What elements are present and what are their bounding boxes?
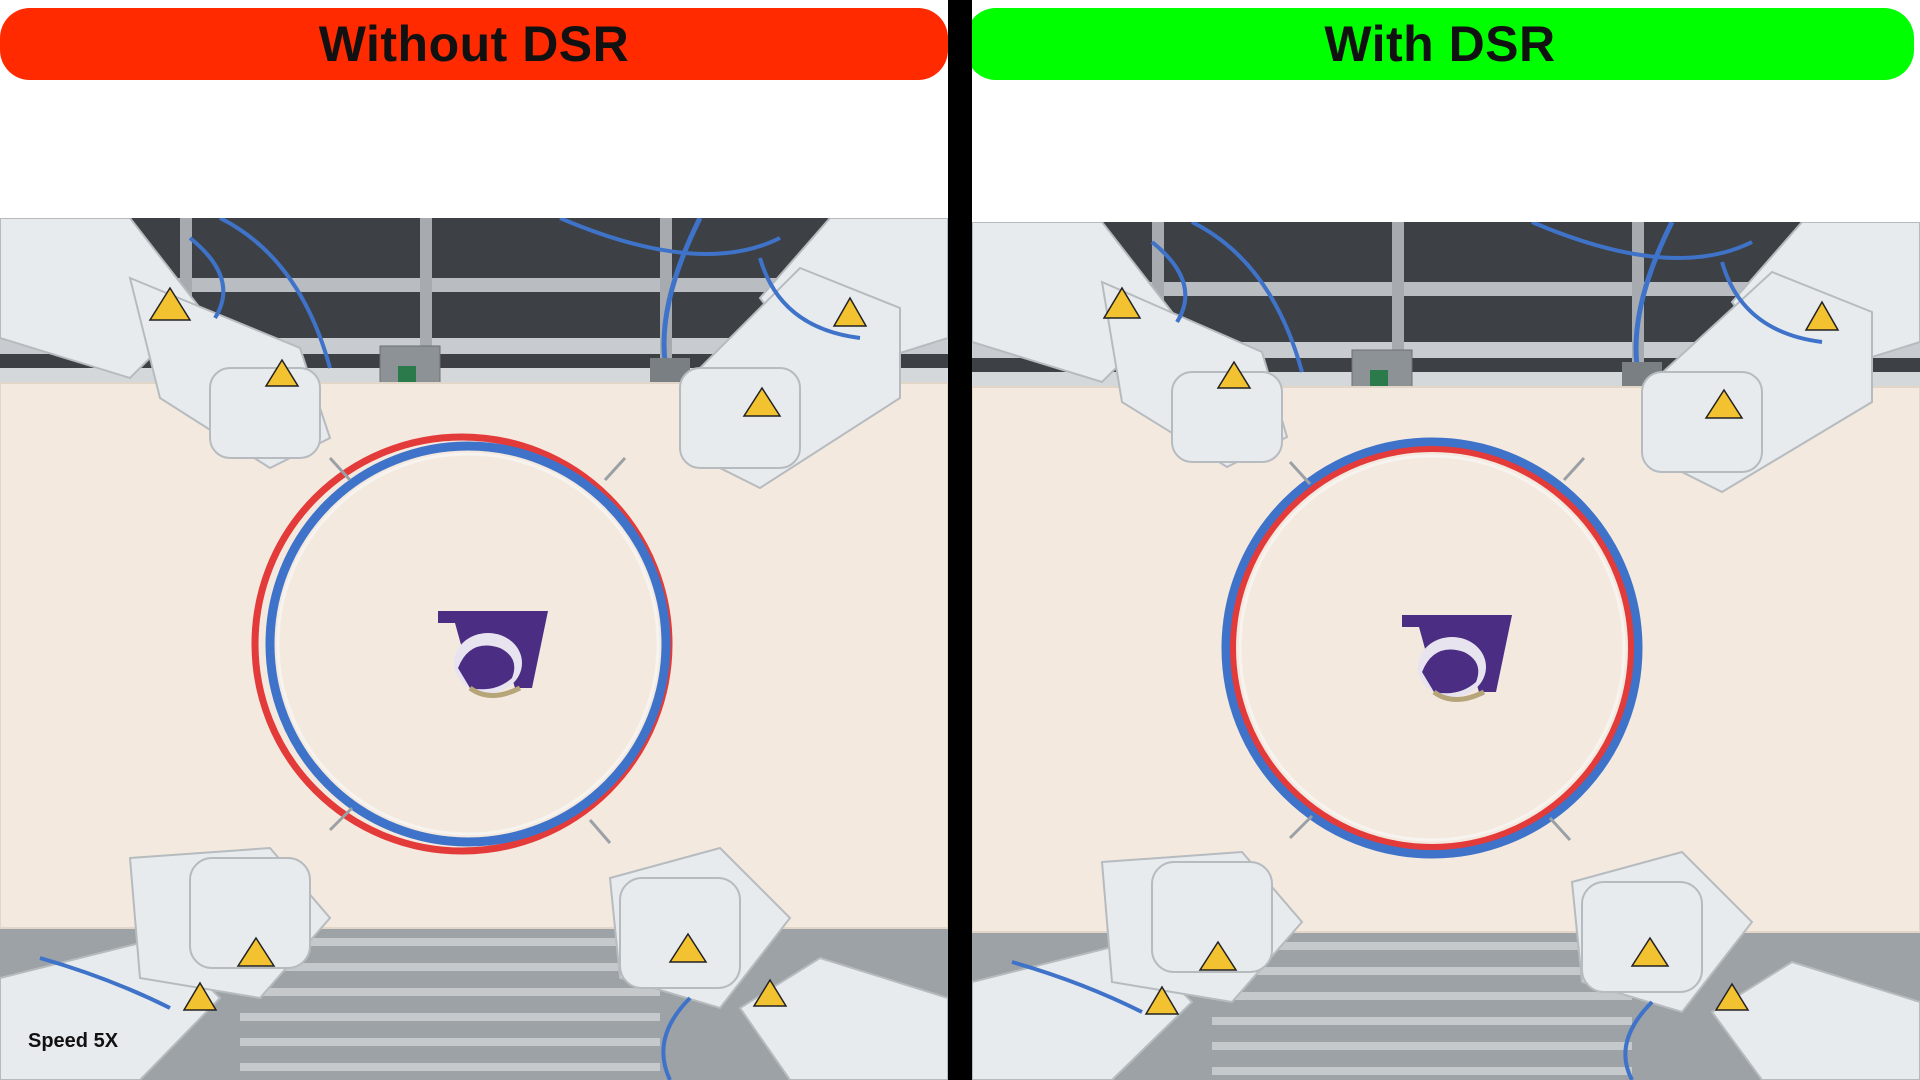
uw-logo-icon: [438, 611, 548, 698]
speed-label: Speed 5X: [28, 1030, 119, 1052]
warning-label-icon-right: [1102, 286, 1840, 1015]
with-dsr-label: With DSR: [1324, 16, 1556, 72]
with-dsr-scene: [972, 222, 1920, 1080]
without-dsr-video-frame: [0, 218, 948, 1080]
robot-arm-icon-right: [972, 222, 1920, 1080]
without-dsr-scene: [0, 218, 948, 1080]
without-dsr-banner: Without DSR: [0, 8, 948, 80]
center-divider: [948, 0, 972, 1080]
uw-logo-icon-right: [1402, 615, 1512, 702]
with-dsr-video-frame: [972, 222, 1920, 1080]
warning-label-icon: [148, 286, 868, 1011]
robot-arm-icon: [0, 218, 948, 1080]
without-dsr-label: Without DSR: [318, 16, 630, 72]
with-dsr-banner: With DSR: [966, 8, 1914, 80]
